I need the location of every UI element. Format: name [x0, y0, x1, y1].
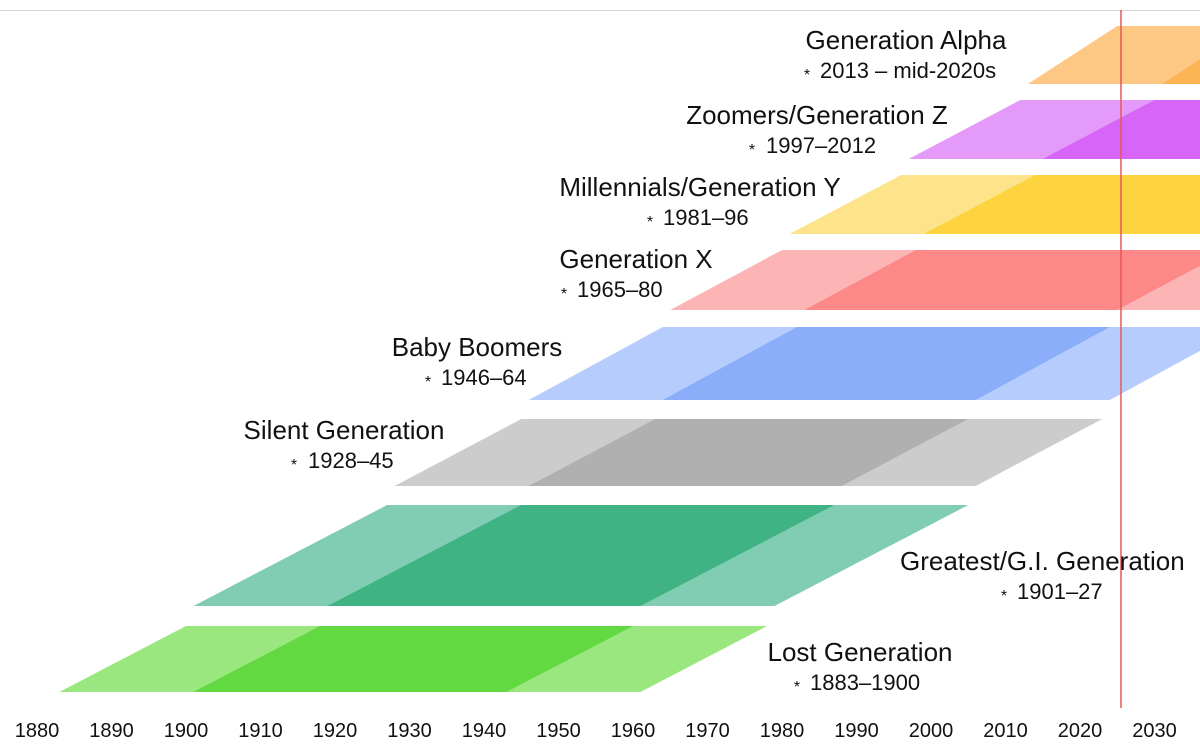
x-tick-label: 2010	[983, 720, 1028, 742]
x-tick-label: 1880	[15, 720, 60, 742]
x-axis: 1880 1890 1900 1910 1920 1930 1940 1950 1960 1970…	[15, 720, 1177, 742]
band-dark-1	[193, 626, 633, 692]
x-tick-label: 2020	[1058, 720, 1103, 742]
band-dark-6	[923, 175, 1200, 234]
series-name-label: Generation Alpha	[806, 25, 1007, 55]
band-dark-2	[327, 505, 835, 606]
series-years-label: 1965–80	[577, 277, 663, 302]
series-years-label: 2013 – mid-2020s	[820, 58, 996, 83]
x-tick-label: 1970	[685, 720, 730, 742]
birth-asterisk-icon: *	[794, 679, 800, 696]
x-tick-label: 1920	[313, 720, 358, 742]
series-name-label: Generation X	[559, 244, 712, 274]
band-2	[193, 505, 969, 606]
x-tick-label: 1900	[164, 720, 209, 742]
birth-asterisk-icon: *	[1001, 588, 1007, 605]
birth-asterisk-icon: *	[425, 374, 431, 391]
birth-asterisk-icon: *	[804, 67, 810, 84]
x-tick-label: 1960	[611, 720, 656, 742]
x-tick-label: 1930	[387, 720, 432, 742]
x-tick-label: 2030	[1132, 720, 1177, 742]
series-years-label: 1901–27	[1017, 579, 1103, 604]
band-5	[670, 250, 1200, 310]
series-years-label: 1981–96	[663, 205, 749, 230]
band-light-8	[1027, 26, 1200, 84]
x-tick-label: 1980	[760, 720, 805, 742]
birth-asterisk-icon: *	[291, 457, 297, 474]
labels-layer: Lost Generation * 1883–1900 Greatest/G.I. G…	[244, 25, 1185, 696]
bands-layer	[59, 26, 1200, 692]
series-name-label: Greatest/G.I. Generation	[900, 546, 1185, 576]
band-dark-5	[804, 250, 1200, 310]
series-name-label: Baby Boomers	[392, 332, 563, 362]
birth-asterisk-icon: *	[749, 142, 755, 159]
series-name-label: Lost Generation	[767, 637, 952, 667]
x-tick-label: 1950	[536, 720, 581, 742]
band-dark-4	[662, 327, 1110, 400]
series-years-label: 1883–1900	[810, 670, 920, 695]
band-7	[908, 100, 1200, 159]
x-tick-label: 1910	[238, 720, 283, 742]
x-tick-label: 2000	[909, 720, 954, 742]
birth-asterisk-icon: *	[647, 214, 653, 231]
band-dark-8	[1161, 59, 1200, 84]
band-8	[1027, 26, 1200, 84]
x-tick-label: 1890	[89, 720, 134, 742]
series-years-label: 1928–45	[308, 448, 394, 473]
band-1	[59, 626, 768, 692]
series-years-label: 1997–2012	[766, 133, 876, 158]
band-dark-3	[528, 419, 969, 486]
series-name-label: Zoomers/Generation Z	[686, 100, 948, 130]
series-years-label: 1946–64	[441, 365, 527, 390]
x-tick-label: 1940	[462, 720, 507, 742]
x-tick-label: 1990	[834, 720, 879, 742]
band-3	[394, 419, 1103, 486]
band-6	[789, 175, 1200, 234]
series-name-label: Millennials/Generation Y	[559, 172, 840, 202]
birth-asterisk-icon: *	[561, 286, 567, 303]
band-4	[528, 327, 1200, 400]
series-name-label: Silent Generation	[244, 415, 445, 445]
